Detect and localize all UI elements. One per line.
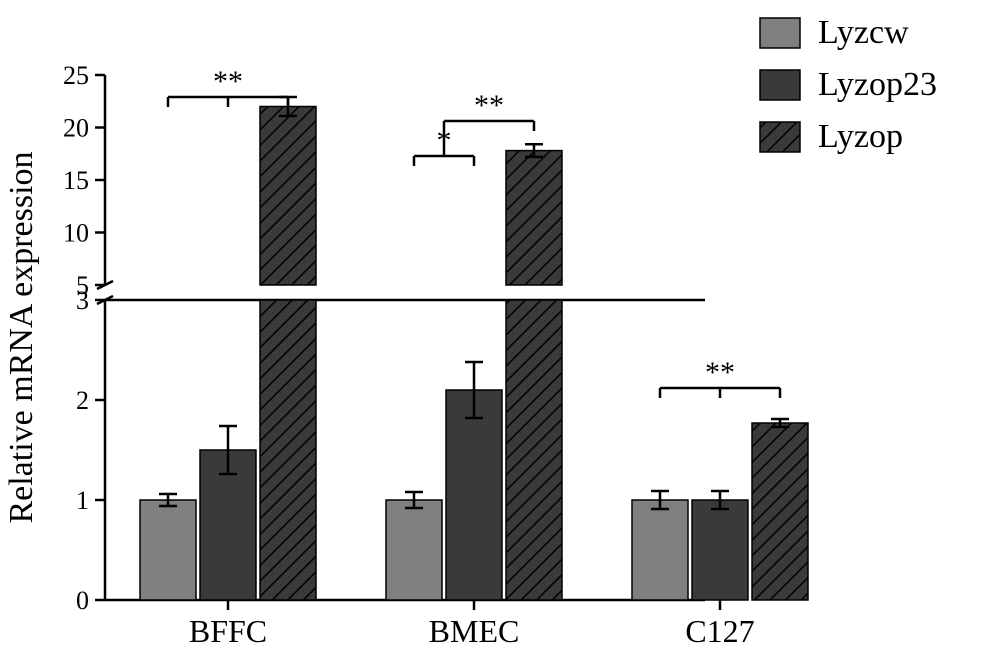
bar [692,500,748,600]
ytick-label: 10 [63,219,89,248]
legend-swatch [760,70,800,100]
bar-upper [260,107,316,286]
bar [386,500,442,600]
bar-chart-svg: 0123510152025Relative mRNA expressionBFF… [0,0,1000,662]
legend-label: Lyzop23 [818,66,937,103]
significance-marker: ** [213,65,243,98]
bar [752,423,808,600]
legend-swatch [760,18,800,48]
bar [140,500,196,600]
legend-swatch [760,122,800,152]
ytick-label: 0 [76,586,89,615]
x-category-label: BMEC [429,613,520,649]
x-category-label: C127 [685,613,754,649]
ytick-label: 20 [63,114,89,143]
y-axis-title: Relative mRNA expression [3,151,40,523]
bar [446,390,502,600]
bar-lower [260,300,316,600]
x-category-label: BFFC [189,613,267,649]
bar-upper [506,151,562,285]
significance-marker: ** [474,89,504,122]
chart-container: 0123510152025Relative mRNA expressionBFF… [0,0,1000,662]
bar-lower [506,300,562,600]
bar [632,500,688,600]
ytick-label: 1 [76,486,89,515]
legend-label: Lyzcw [818,14,909,51]
ytick-label: 2 [76,386,89,415]
legend-label: Lyzop [818,118,903,155]
ytick-label: 5 [76,271,89,300]
ytick-label: 25 [63,61,89,90]
significance-marker: ** [705,356,735,389]
ytick-label: 15 [63,166,89,195]
